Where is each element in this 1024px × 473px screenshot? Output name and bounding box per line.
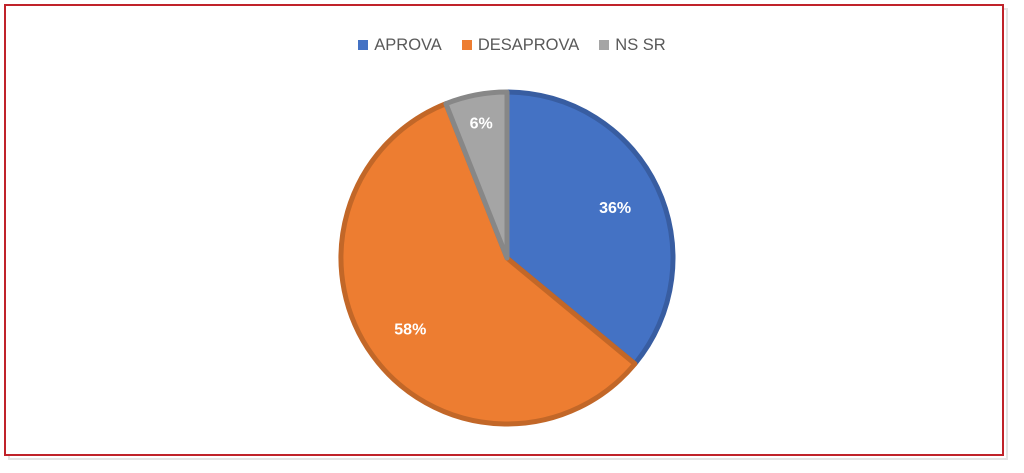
legend-item-desaprova: DESAPROVA xyxy=(461,35,580,55)
legend-label-aprova: APROVA xyxy=(374,35,442,54)
legend-swatch-aprova xyxy=(358,40,369,50)
pie-slice-desaprova xyxy=(338,101,638,427)
pie-slice-ns-sr xyxy=(443,89,510,261)
legend-swatch-desaprova xyxy=(461,40,472,50)
pie-slice-aprova xyxy=(504,89,676,367)
legend-item-aprova: APROVA xyxy=(358,36,442,55)
data-label-desaprova: 58% xyxy=(394,321,426,338)
data-label-ns-sr: 6% xyxy=(470,116,493,133)
chart-legend: APROVA DESAPROVA NS SR xyxy=(0,33,1024,57)
data-label-aprova: 36% xyxy=(599,200,631,217)
legend-swatch-ns-sr xyxy=(599,40,610,50)
legend-label-ns-sr: NS SR xyxy=(615,35,666,54)
legend-item-ns-sr: NS SR xyxy=(599,35,666,55)
legend-label-desaprova: DESAPROVA xyxy=(477,35,580,54)
